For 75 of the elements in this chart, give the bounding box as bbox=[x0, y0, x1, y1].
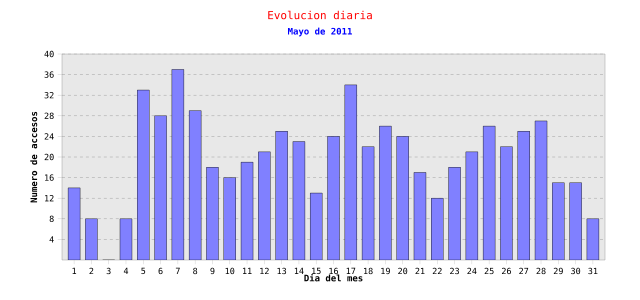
x-tick-label: 18 bbox=[364, 268, 373, 274]
y-tick-label: 28 bbox=[44, 112, 54, 120]
x-tick-label: 28 bbox=[536, 268, 546, 274]
y-tick-label: 20 bbox=[44, 154, 54, 160]
y-tick-label: 4 bbox=[50, 236, 54, 242]
bar bbox=[310, 192, 322, 260]
y-tick-label: 40 bbox=[44, 50, 54, 58]
bar bbox=[172, 69, 184, 260]
bar bbox=[552, 182, 565, 260]
bar bbox=[569, 182, 582, 260]
x-tick-label: 25 bbox=[484, 268, 494, 274]
bar bbox=[68, 188, 80, 260]
bar bbox=[431, 198, 444, 260]
bar bbox=[344, 84, 357, 260]
x-tick-label: 2 bbox=[89, 268, 94, 274]
y-tick-label: 32 bbox=[44, 92, 54, 98]
bar bbox=[292, 141, 306, 260]
x-tick-label: 27 bbox=[519, 268, 528, 274]
y-tick-label: 16 bbox=[45, 174, 54, 181]
y-axis-title: Numero de accesos bbox=[30, 112, 38, 202]
x-tick-label: 9 bbox=[210, 268, 214, 274]
x-tick-label: 24 bbox=[467, 268, 477, 274]
x-tick-label: 7 bbox=[176, 268, 180, 274]
bar bbox=[534, 120, 548, 260]
x-tick-label: 15 bbox=[312, 268, 321, 274]
x-tick-label: 17 bbox=[346, 268, 356, 274]
x-tick-label: 12 bbox=[260, 268, 269, 274]
x-tick-label: 20 bbox=[398, 268, 408, 274]
x-tick-label: 14 bbox=[294, 268, 304, 274]
chart-title: Evolucion diaria bbox=[268, 10, 372, 20]
bar bbox=[258, 152, 271, 260]
x-tick-label: 11 bbox=[242, 268, 252, 274]
x-tick-label: 6 bbox=[158, 268, 163, 274]
x-tick-label: 22 bbox=[432, 268, 442, 274]
bar bbox=[224, 177, 236, 260]
bar bbox=[396, 136, 409, 260]
bar bbox=[240, 162, 254, 260]
x-tick-label: 10 bbox=[226, 268, 234, 274]
y-tick-label: 8 bbox=[50, 216, 54, 222]
y-tick-label: 24 bbox=[44, 133, 54, 140]
chart-subtitle: Mayo de 2011 bbox=[288, 28, 352, 36]
x-tick-label: 21 bbox=[416, 268, 425, 274]
bar bbox=[448, 167, 461, 260]
x-tick-label: 23 bbox=[450, 268, 460, 274]
bar bbox=[206, 167, 219, 260]
bar bbox=[188, 110, 202, 260]
bar bbox=[500, 146, 512, 260]
bar bbox=[518, 131, 530, 260]
bar bbox=[379, 126, 392, 260]
bar bbox=[137, 90, 150, 260]
x-tick-label: 1 bbox=[72, 268, 76, 274]
x-tick-label: 13 bbox=[278, 268, 286, 274]
x-tick-label: 5 bbox=[141, 268, 146, 274]
y-tick-label: 12 bbox=[45, 195, 54, 202]
y-tick-label: 36 bbox=[44, 71, 54, 78]
x-tick-label: 16 bbox=[329, 268, 338, 274]
bar bbox=[120, 218, 132, 260]
x-axis-title: Dia del mes bbox=[304, 274, 362, 282]
bar bbox=[85, 218, 98, 260]
x-tick-label: 4 bbox=[124, 268, 128, 274]
x-tick-label: 31 bbox=[588, 268, 598, 274]
bar bbox=[275, 131, 288, 260]
bar bbox=[327, 136, 340, 260]
bar bbox=[482, 126, 496, 260]
x-tick-label: 8 bbox=[193, 268, 198, 274]
bar bbox=[362, 146, 374, 260]
bar bbox=[414, 172, 426, 260]
bar bbox=[466, 152, 478, 260]
bar bbox=[586, 218, 600, 260]
x-tick-label: 26 bbox=[502, 268, 511, 274]
x-tick-label: 3 bbox=[106, 268, 111, 274]
x-tick-label: 29 bbox=[554, 268, 563, 274]
x-tick-label: 19 bbox=[381, 268, 390, 274]
bar bbox=[154, 116, 167, 260]
x-tick-label: 30 bbox=[571, 268, 580, 274]
